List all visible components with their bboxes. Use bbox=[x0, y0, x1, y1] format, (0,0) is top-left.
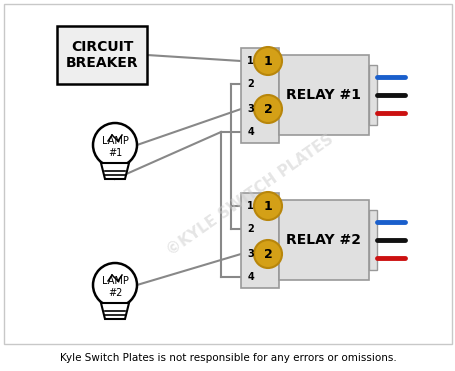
Circle shape bbox=[253, 240, 281, 268]
Circle shape bbox=[93, 123, 136, 167]
Text: 4: 4 bbox=[247, 272, 253, 282]
Text: 2: 2 bbox=[247, 224, 253, 234]
FancyBboxPatch shape bbox=[278, 200, 368, 280]
Circle shape bbox=[253, 95, 281, 123]
Text: 2: 2 bbox=[263, 247, 272, 260]
FancyBboxPatch shape bbox=[278, 55, 368, 135]
Text: Kyle Switch Plates is not responsible for any errors or omissions.: Kyle Switch Plates is not responsible fo… bbox=[60, 353, 395, 363]
Text: 2: 2 bbox=[247, 79, 253, 89]
Circle shape bbox=[253, 192, 281, 220]
Text: 1: 1 bbox=[247, 201, 253, 211]
Text: 3: 3 bbox=[247, 104, 253, 114]
Circle shape bbox=[93, 263, 136, 307]
Polygon shape bbox=[101, 163, 129, 179]
Text: RELAY #2: RELAY #2 bbox=[286, 233, 361, 247]
FancyBboxPatch shape bbox=[368, 210, 376, 270]
FancyBboxPatch shape bbox=[368, 65, 376, 125]
Text: 1: 1 bbox=[263, 55, 272, 68]
Circle shape bbox=[253, 47, 281, 75]
FancyBboxPatch shape bbox=[241, 47, 278, 142]
Text: 1: 1 bbox=[263, 200, 272, 213]
Text: ©KYLE SWITCH PLATES: ©KYLE SWITCH PLATES bbox=[163, 132, 335, 259]
Text: LAMP
#2: LAMP #2 bbox=[101, 276, 128, 298]
Text: 2: 2 bbox=[263, 102, 272, 115]
Text: RELAY #1: RELAY #1 bbox=[286, 88, 361, 102]
Text: CIRCUIT
BREAKER: CIRCUIT BREAKER bbox=[66, 40, 138, 70]
FancyBboxPatch shape bbox=[57, 26, 147, 84]
Text: 1: 1 bbox=[247, 56, 253, 66]
Text: 4: 4 bbox=[247, 127, 253, 137]
Polygon shape bbox=[101, 303, 129, 319]
Text: LAMP
#1: LAMP #1 bbox=[101, 136, 128, 158]
FancyBboxPatch shape bbox=[241, 193, 278, 288]
Text: 3: 3 bbox=[247, 249, 253, 259]
